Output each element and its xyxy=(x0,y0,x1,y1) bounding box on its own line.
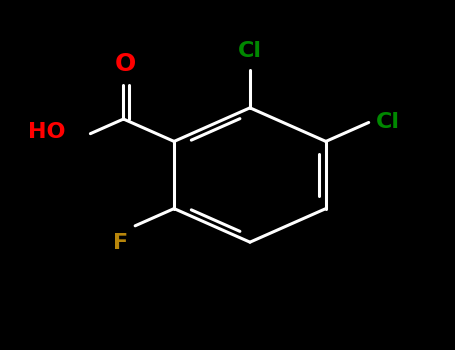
Text: HO: HO xyxy=(28,122,66,142)
Text: Cl: Cl xyxy=(238,41,262,61)
Text: O: O xyxy=(115,52,136,76)
Text: Cl: Cl xyxy=(375,112,399,132)
Text: F: F xyxy=(113,233,128,253)
